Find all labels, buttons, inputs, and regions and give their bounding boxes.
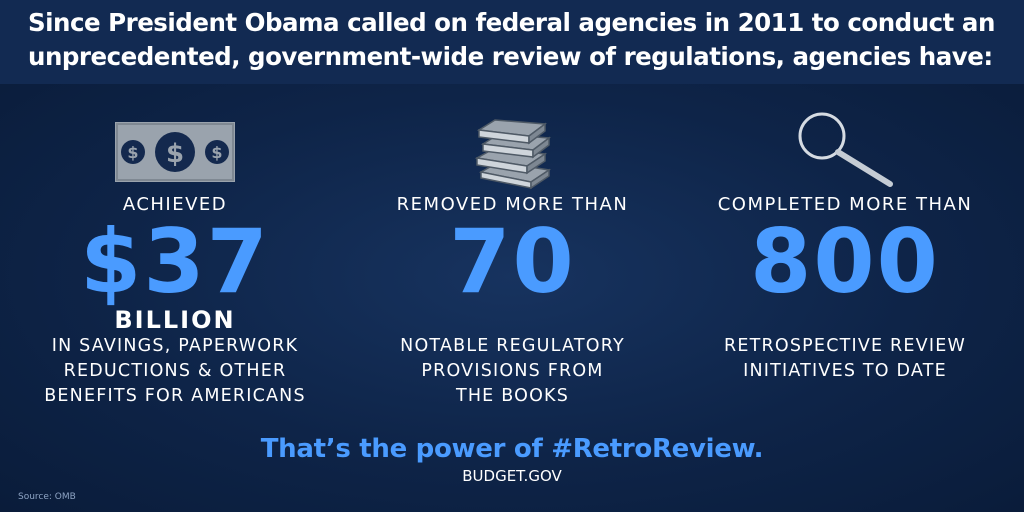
source-note: Source: OMB — [18, 492, 76, 502]
magnifying-glass-icon — [690, 110, 1000, 192]
books-icon — [355, 110, 670, 192]
stat-unit: BILLION — [114, 306, 236, 334]
stat-description-line: INITIATIVES TO DATE — [743, 361, 947, 381]
stat-lead: COMPLETED MORE THAN — [717, 194, 973, 215]
stat-description-line: NOTABLE REGULATORY — [400, 336, 625, 356]
stat-description-line: BENEFITS FOR AMERICANS — [44, 386, 306, 406]
stat-provisions: REMOVED MORE THAN 70 NOTABLE REGULATORY … — [355, 110, 670, 409]
stat-description-line: IN SAVINGS, PAPERWORK — [51, 336, 299, 356]
stat-lead: REMOVED MORE THAN — [396, 194, 629, 215]
stat-value: 70 — [449, 210, 576, 313]
headline: Since President Obama called on federal … — [28, 8, 995, 71]
stat-description: NOTABLE REGULATORY PROVISIONS FROM THE B… — [355, 334, 670, 409]
svg-text:$: $ — [211, 143, 222, 162]
stat-description: RETROSPECTIVE REVIEW INITIATIVES TO DATE — [690, 334, 1000, 384]
stat-value: $37 — [80, 210, 270, 313]
stat-description-line: REDUCTIONS & OTHER — [63, 361, 287, 381]
dollar-bill-icon: $ $ $ — [20, 110, 330, 192]
svg-text:$: $ — [166, 139, 184, 169]
stat-description-line: PROVISIONS FROM — [421, 361, 604, 381]
stat-value: 800 — [750, 210, 940, 313]
stat-lead: ACHIEVED — [122, 194, 228, 215]
stat-description-line: RETROSPECTIVE REVIEW — [724, 336, 966, 356]
stat-description: IN SAVINGS, PAPERWORK REDUCTIONS & OTHER… — [20, 334, 330, 409]
site-url: BUDGET.GOV — [462, 467, 562, 485]
stat-savings: $ $ $ ACHIEVED $37 BILLION IN SAVINGS, P… — [20, 110, 330, 409]
tagline: That’s the power of #RetroReview. — [260, 434, 764, 464]
header-band: Since President Obama called on federal … — [0, 0, 1024, 84]
stat-initiatives: COMPLETED MORE THAN 800 RETROSPECTIVE RE… — [690, 110, 1000, 384]
stat-description-line: THE BOOKS — [455, 386, 570, 406]
svg-text:$: $ — [127, 143, 138, 162]
